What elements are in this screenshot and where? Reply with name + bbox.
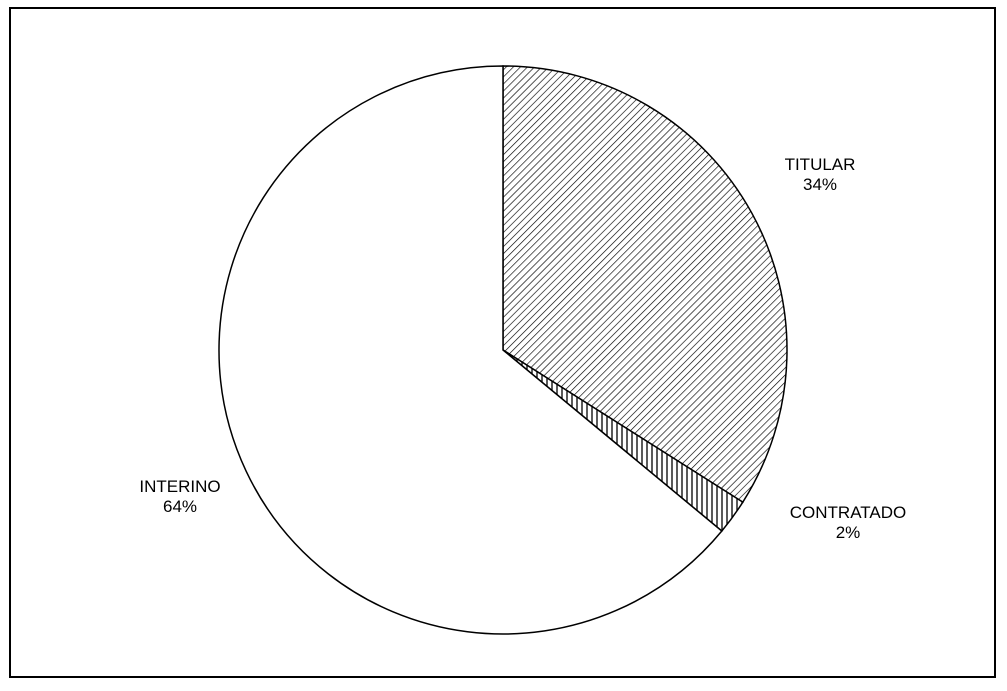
slice-label-titular: TITULAR 34% (785, 155, 856, 194)
slice-category-label: TITULAR (785, 155, 856, 174)
slice-percent-label: 34% (803, 175, 837, 194)
slice-category-label: INTERINO (139, 477, 220, 496)
slice-percent-label: 64% (163, 497, 197, 516)
slice-category-label: CONTRATADO (790, 503, 906, 522)
pie-slice-titular (502, 65, 788, 504)
pie-slices (218, 65, 788, 635)
slice-label-interino: INTERINO 64% (139, 477, 220, 516)
slice-label-contratado: CONTRATADO 2% (790, 503, 906, 542)
pie-labels: TITULAR 34% CONTRATADO 2% INTERINO 64% (139, 155, 906, 542)
slice-percent-label: 2% (836, 523, 861, 542)
pie-slice-interino (218, 65, 723, 635)
